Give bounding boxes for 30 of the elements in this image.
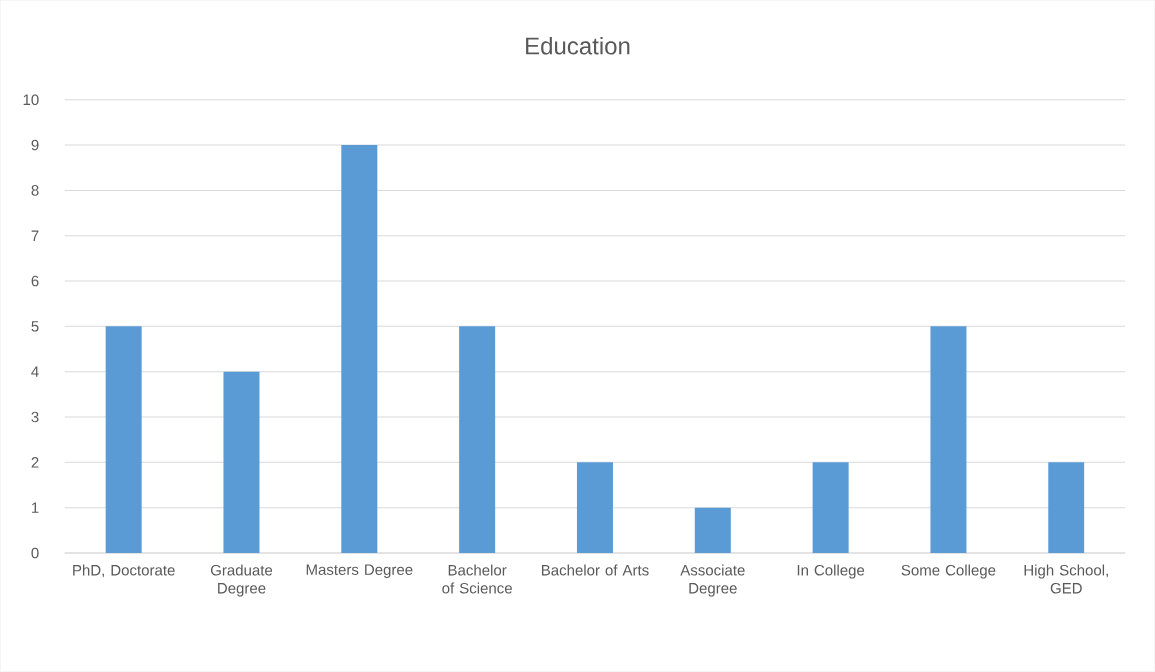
chart-title: Education (526, 37, 630, 55)
y-tick-label: 4 (31, 366, 39, 377)
y-tick-label: 10 (23, 94, 39, 106)
x-tick-label: Associate Degree (680, 564, 745, 597)
bar (105, 326, 142, 554)
bar (341, 145, 378, 554)
bar (576, 462, 613, 554)
x-tick-label: Masters Degree (306, 564, 413, 579)
bar (459, 326, 496, 554)
y-tick-label: 9 (31, 139, 39, 151)
bar (694, 507, 731, 554)
x-tick-label: Some College (901, 564, 996, 579)
y-tick-label: 2 (31, 457, 39, 468)
x-tick-label: Bachelor of Arts (541, 564, 649, 576)
y-tick-label: 7 (31, 230, 39, 241)
y-tick-label: 5 (31, 321, 39, 332)
y-tick-label: 8 (31, 185, 39, 196)
x-tick-label: High School, GED (1024, 564, 1108, 594)
x-tick-label: Bachelor of Science (442, 564, 512, 594)
bar (223, 371, 260, 554)
x-tick-label: PhD, Doctorate (73, 564, 175, 578)
bar (930, 326, 967, 554)
x-tick-label: Graduate Degree (210, 564, 273, 597)
bar (812, 462, 849, 554)
x-tick-label: In College (797, 564, 865, 579)
bar (1048, 462, 1085, 554)
y-tick-label: 3 (31, 411, 39, 423)
y-tick-label: 6 (31, 275, 39, 287)
y-tick-label: 0 (31, 547, 39, 559)
y-tick-label: 1 (32, 502, 39, 513)
